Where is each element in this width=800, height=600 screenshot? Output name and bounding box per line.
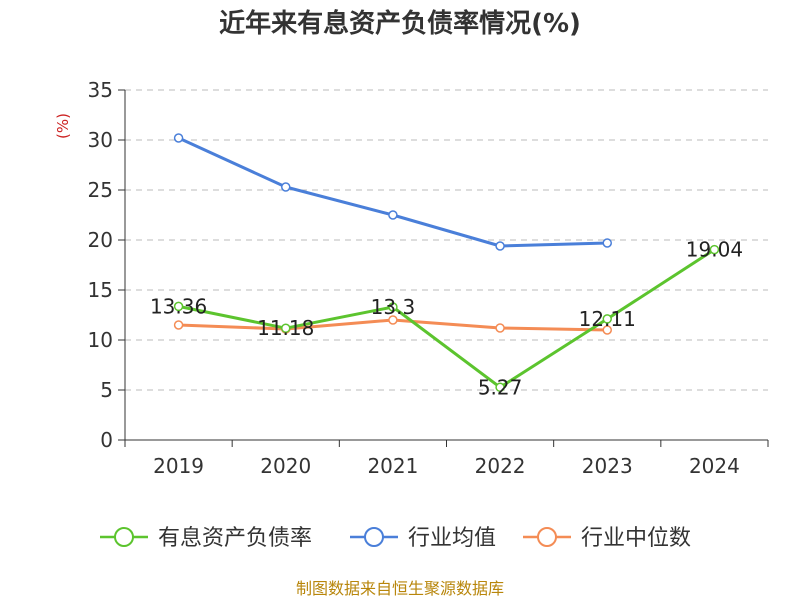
y-tick-label: 10 bbox=[88, 328, 113, 352]
series-line bbox=[178, 248, 716, 389]
data-label: 13.36 bbox=[150, 294, 207, 318]
axes: 0 5 10 15 20 25 30 35 2019 2020 2021 2022 2023 2024 bbox=[88, 78, 769, 478]
data-labels: 13.36 11.18 13.3 5.27 12.11 19.04 bbox=[150, 238, 743, 400]
data-point bbox=[281, 182, 291, 192]
data-label: 5.27 bbox=[478, 375, 523, 399]
y-tick-label: 30 bbox=[88, 128, 113, 152]
series-lines bbox=[173, 133, 720, 393]
data-point bbox=[495, 323, 505, 333]
data-point bbox=[495, 241, 505, 251]
x-tick-label: 2020 bbox=[260, 454, 311, 478]
data-point bbox=[281, 323, 291, 333]
data-label: 13.3 bbox=[371, 295, 416, 319]
x-tick-label: 2024 bbox=[689, 454, 740, 478]
y-tick-label: 0 bbox=[100, 428, 113, 452]
data-point bbox=[602, 325, 612, 335]
y-tick-label: 25 bbox=[88, 178, 113, 202]
y-axis-unit: (%) bbox=[54, 113, 72, 139]
series-line bbox=[177, 136, 608, 248]
data-point bbox=[173, 133, 184, 143]
data-point bbox=[602, 238, 612, 248]
data-point bbox=[388, 210, 398, 220]
data-label: 19.04 bbox=[686, 238, 743, 262]
data-label: 12.11 bbox=[579, 307, 636, 331]
data-point bbox=[388, 302, 398, 312]
legend-label: 行业均值 bbox=[408, 526, 496, 551]
data-point bbox=[388, 315, 398, 325]
data-label: 11.18 bbox=[257, 316, 314, 340]
chart-title: 近年来有息资产负债率情况(%) bbox=[219, 8, 581, 39]
legend-swatch-marker bbox=[364, 527, 384, 547]
grid-lines bbox=[125, 89, 768, 391]
legend-swatch-marker bbox=[114, 527, 134, 547]
data-point bbox=[173, 301, 184, 312]
y-tick-label: 15 bbox=[88, 278, 113, 302]
y-tick-label: 35 bbox=[88, 78, 113, 102]
x-tick-label: 2023 bbox=[582, 454, 633, 478]
legend-label: 行业中位数 bbox=[581, 526, 691, 551]
legend-label: 有息资产负债率 bbox=[158, 526, 312, 551]
data-point bbox=[173, 320, 184, 330]
data-point bbox=[495, 382, 505, 393]
source-note: 制图数据来自恒生聚源数据库 bbox=[296, 579, 504, 598]
x-tick-label: 2019 bbox=[153, 454, 204, 478]
y-tick-label: 20 bbox=[88, 228, 113, 252]
legend-swatch-marker bbox=[537, 527, 557, 547]
x-tick-label: 2022 bbox=[475, 454, 526, 478]
data-point bbox=[602, 314, 612, 324]
legend: 有息资产负债率 行业均值 行业中位数 bbox=[100, 526, 691, 551]
y-tick-label: 5 bbox=[100, 378, 113, 402]
x-tick-label: 2021 bbox=[367, 454, 418, 478]
data-point bbox=[709, 244, 720, 255]
